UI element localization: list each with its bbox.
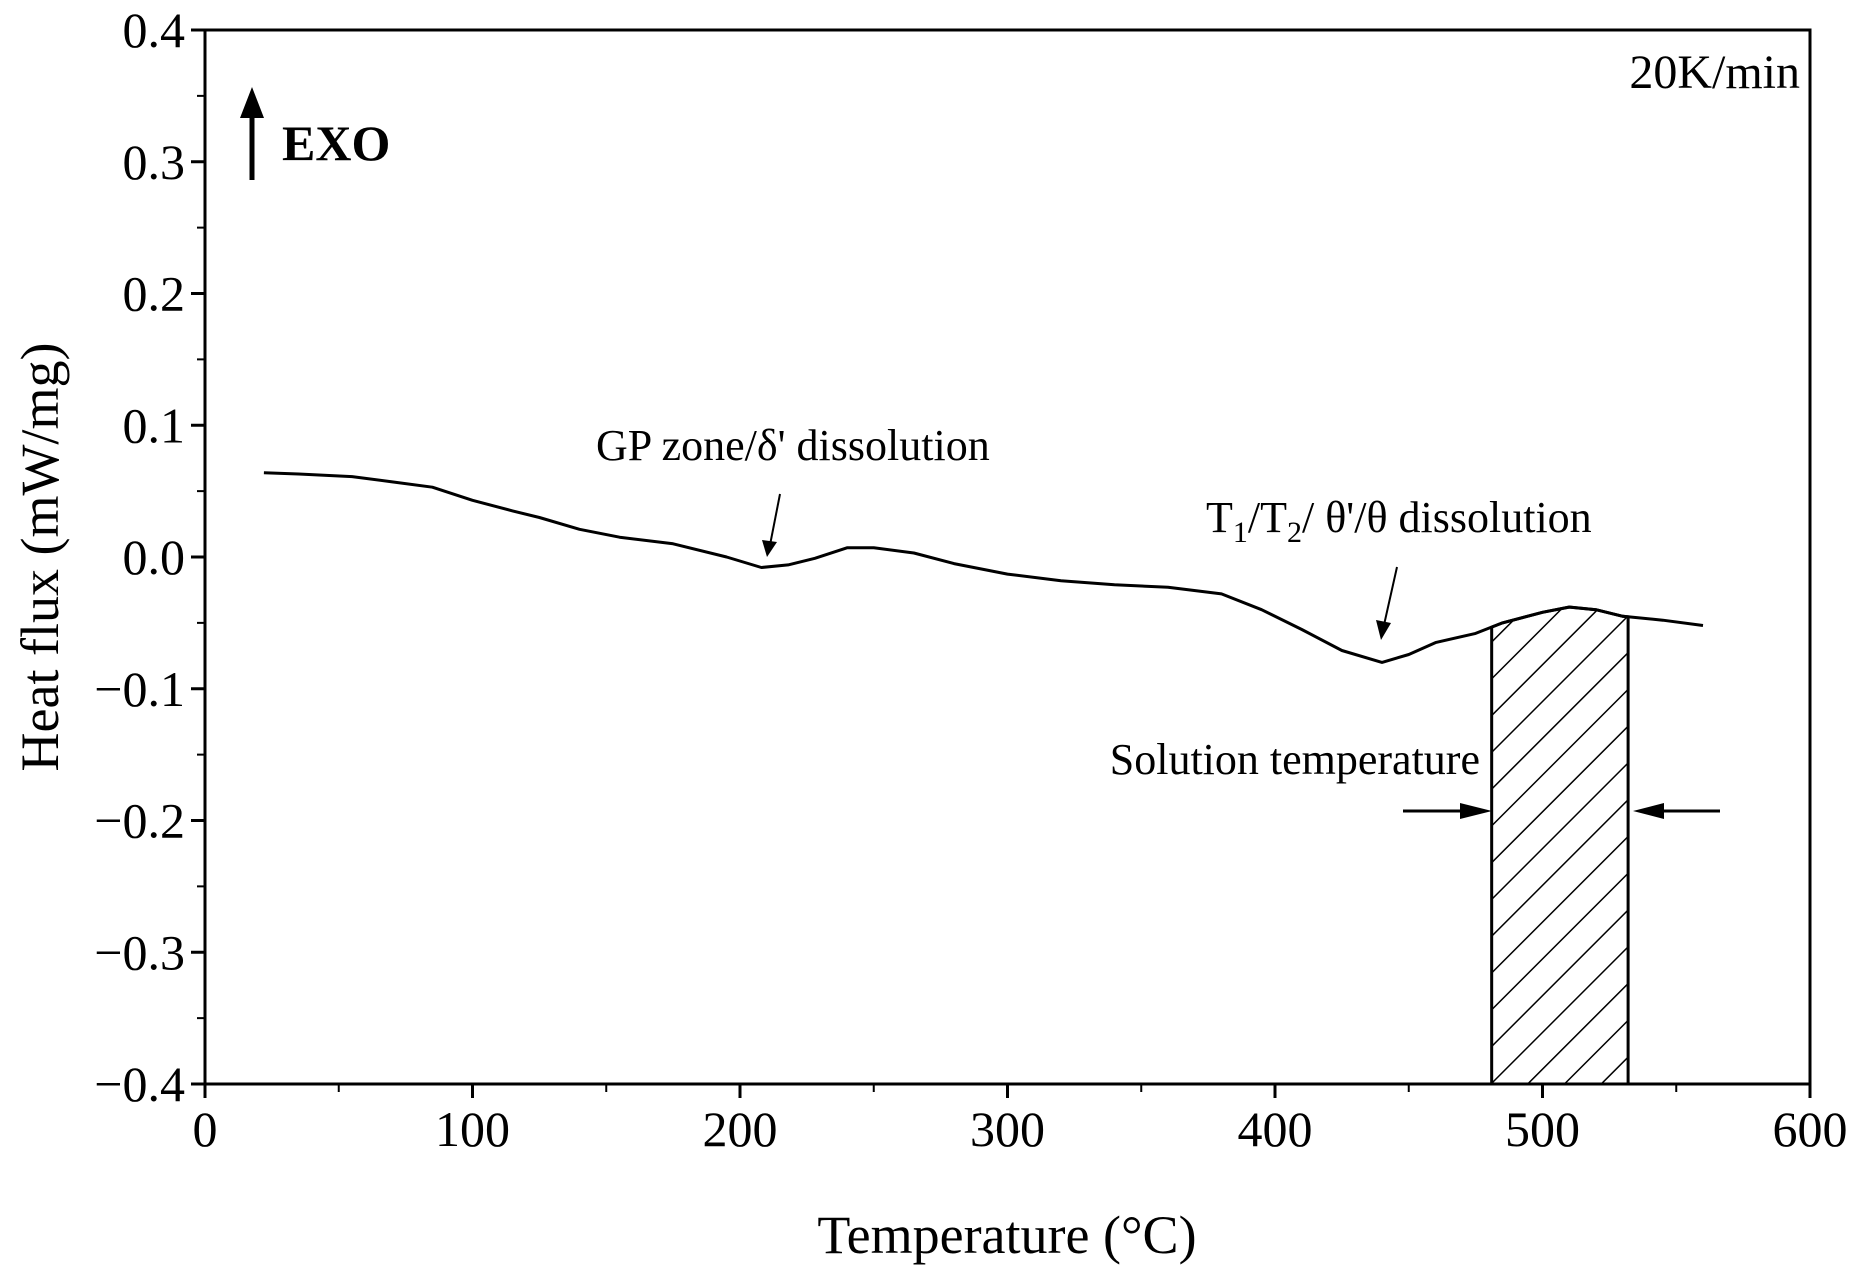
x-tick-label: 300	[970, 1101, 1045, 1157]
annotation-layer: Heat flux (mW/mg) Temperature (°C) EXO 2…	[10, 46, 1800, 1265]
exo-indicator: EXO	[240, 87, 390, 180]
peak2-arrowhead-icon	[1376, 620, 1391, 640]
y-tick-label: −0.1	[94, 661, 185, 717]
peak2-t1: T	[1206, 493, 1233, 542]
y-tick-label: 0.4	[123, 2, 186, 58]
peak1-arrowhead-icon	[762, 540, 777, 557]
x-tick-label: 500	[1505, 1101, 1580, 1157]
x-axis-title: Temperature (°C)	[817, 1205, 1196, 1265]
y-axis-title: Heat flux (mW/mg)	[10, 343, 70, 772]
solution-region-layer	[1490, 605, 1630, 1086]
peak1-arrow-line	[769, 493, 781, 546]
peak2-rest: / θ'/θ dissolution	[1302, 493, 1592, 542]
peak2-t2: /T	[1248, 493, 1287, 542]
x-tick-label: 200	[703, 1101, 778, 1157]
series-layer	[263, 471, 1704, 664]
x-tick-label: 400	[1238, 1101, 1313, 1157]
y-tick-label: 0.0	[123, 529, 186, 585]
y-tick-label: −0.2	[94, 793, 185, 849]
y-tick-label: 0.3	[123, 134, 186, 190]
series-line	[263, 471, 1704, 664]
exo-label: EXO	[282, 115, 390, 171]
solution-left-arrowhead-icon	[1460, 803, 1492, 819]
ticks-layer: 0 100 200 300 400 500 600 0.4 0.3 0.2 0.1 0.0 −0.1 −0…	[94, 2, 1847, 1157]
x-tick-label: 0	[193, 1101, 218, 1157]
y-tick-label: −0.4	[94, 1056, 185, 1112]
heating-rate-label: 20K/min	[1629, 46, 1800, 99]
exo-arrowhead-icon	[240, 87, 264, 118]
solution-right-arrowhead-icon	[1633, 803, 1664, 819]
solution-temperature-label: Solution temperature	[1110, 735, 1480, 784]
peak2-sub2: 2	[1287, 516, 1302, 549]
peak1-annotation: GP zone/δ' dissolution	[596, 421, 990, 470]
peak2-sub1: 1	[1233, 516, 1248, 549]
x-tick-label: 100	[435, 1101, 510, 1157]
y-tick-label: −0.3	[94, 924, 185, 980]
peak2-annotation: T1/T2/ θ'/θ dissolution	[1206, 493, 1592, 549]
x-tick-label: 600	[1773, 1101, 1848, 1157]
peak2-arrow-line	[1383, 566, 1398, 626]
solution-temperature-region	[1490, 605, 1630, 1086]
y-tick-label: 0.1	[123, 397, 186, 453]
y-tick-label: 0.2	[123, 266, 186, 322]
